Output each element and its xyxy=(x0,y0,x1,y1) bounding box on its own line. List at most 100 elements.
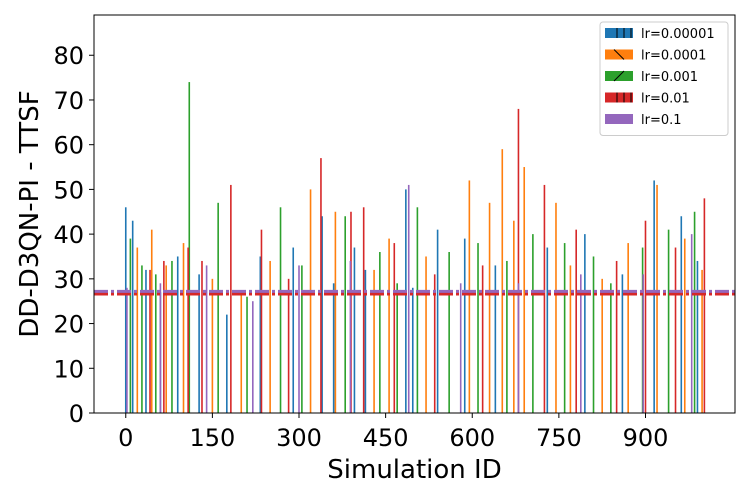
bar-lr=0.001-13 xyxy=(448,252,450,413)
legend-swatch-lr=0.1 xyxy=(605,114,633,124)
bar-lr=0.00001-12 xyxy=(364,269,367,413)
bar-lr=0.01-0 xyxy=(149,269,151,413)
y-tick-label-30: 30 xyxy=(53,266,84,294)
bar-lr=0.1-0 xyxy=(126,287,128,413)
bar-lr=0.01-15 xyxy=(575,229,577,413)
bar-lr=0.1-7 xyxy=(459,283,462,413)
y-tick-label-60: 60 xyxy=(53,132,84,160)
bar-lr=0.00001-13 xyxy=(405,189,407,413)
bar-lr=0.0001-14 xyxy=(501,149,504,413)
bar-lr=0.1-3 xyxy=(252,301,254,413)
bar-lr=0.1-10 xyxy=(642,274,644,413)
bar-lr=0.00001-22 xyxy=(680,216,683,413)
legend-label-lr=0.00001: lr=0.00001 xyxy=(641,27,715,42)
bar-lr=0.01-3 xyxy=(201,260,203,413)
bar-lr=0.0001-23 xyxy=(701,269,703,413)
legend-swatch-lr=0.01 xyxy=(605,92,633,103)
bar-lr=0.001-11 xyxy=(396,283,398,413)
y-tick-label-70: 70 xyxy=(53,87,84,115)
bar-lr=0.0001-10 xyxy=(388,238,390,413)
bar-lr=0.1-8 xyxy=(517,283,520,413)
bar-lr=0.001-17 xyxy=(563,243,566,413)
bar-lr=0.001-1 xyxy=(141,265,143,413)
y-axis: 0 10 20 30 40 50 60 70 80 xyxy=(53,42,94,428)
bar-lr=0.0001-22 xyxy=(683,238,686,413)
bar-lr=0.0001-16 xyxy=(523,167,526,413)
bar-lr=0.01-1 xyxy=(163,260,165,413)
y-tick-label-50: 50 xyxy=(53,176,84,204)
x-tick-label-900: 900 xyxy=(623,424,669,452)
bar-lr=0.001-2 xyxy=(154,274,157,413)
y-tick-label-80: 80 xyxy=(53,42,84,70)
x-tick-label-600: 600 xyxy=(449,424,495,452)
bar-lr=0.00001-14 xyxy=(411,287,414,413)
plot-frame xyxy=(93,14,736,414)
bar-lr=0.01-12 xyxy=(481,265,484,413)
legend-label-lr=0.01: lr=0.01 xyxy=(641,92,690,107)
bar-lr=0.0001-7 xyxy=(309,189,312,413)
bar-lr=0.0001-2 xyxy=(165,265,167,413)
bar-lr=0.01-14 xyxy=(543,184,546,413)
bar-lr=0.00001-6 xyxy=(226,314,228,413)
bar-lr=0.0001-6 xyxy=(269,260,271,413)
bar-lr=0.00001-10 xyxy=(332,283,335,413)
bar-lr=0.00001-5 xyxy=(198,274,200,413)
bar-lr=0.0001-13 xyxy=(488,202,491,413)
legend-hatch xyxy=(613,49,625,60)
bar-lr=0.0001-9 xyxy=(373,269,375,413)
legend-label-lr=0.0001: lr=0.0001 xyxy=(641,49,706,64)
x-tick-label-450: 450 xyxy=(363,424,409,452)
bar-lr=0.01-9 xyxy=(362,207,365,413)
bar-lr=0.1-6 xyxy=(407,184,410,413)
y-tick-label-10: 10 xyxy=(53,355,84,383)
bar-lr=0.01-7 xyxy=(320,158,322,413)
bar-lr=0.1-11 xyxy=(690,234,693,413)
x-axis: 0 150 300 450 600 750 900 xyxy=(118,413,668,452)
bar-lr=0.0001-5 xyxy=(240,292,243,413)
x-axis-title: Simulation ID xyxy=(327,455,501,485)
mean-lines-layer xyxy=(94,289,735,296)
x-tick-label-300: 300 xyxy=(276,424,322,452)
bar-lr=0.0001-11 xyxy=(425,256,427,413)
legend: lr=0.00001 lr=0.0001 lr=0.001 lr=0.01 lr=0.1 xyxy=(599,21,729,136)
bar-lr=0.001-15 xyxy=(506,260,508,413)
bar-lr=0.00001-11 xyxy=(353,247,356,413)
bar-lr=0.00001-20 xyxy=(621,274,624,413)
legend-hatch xyxy=(613,70,625,82)
x-tick-label-0: 0 xyxy=(118,424,133,452)
bar-lr=0.001-16 xyxy=(532,234,534,413)
bar-lr=0.00001-19 xyxy=(584,234,586,413)
bar-lr=0.001-22 xyxy=(693,211,696,413)
bar-lr=0.01-19 xyxy=(703,198,706,413)
bar-lr=0.0001-4 xyxy=(211,278,214,413)
bar-lr=0.00001-16 xyxy=(463,238,466,413)
legend-swatch-lr=0.00001 xyxy=(605,28,633,38)
bar-lr=0.001-18 xyxy=(592,256,595,413)
bar-lr=0.001-10 xyxy=(379,252,381,413)
bar-lr=0.01-11 xyxy=(433,274,436,413)
bar-lr=0.001-6 xyxy=(246,296,248,413)
bar-lr=0.00001-4 xyxy=(176,256,179,413)
bar-lr=0.00001-7 xyxy=(259,256,262,413)
bar-lr=0.1-2 xyxy=(205,265,208,413)
bar-lr=0.001-4 xyxy=(188,82,191,413)
bar-lr=0.0001-12 xyxy=(468,180,471,413)
bar-lr=0.00001-15 xyxy=(436,229,439,413)
bar-lr=0.01-6 xyxy=(287,278,290,413)
bar-lr=0.01-10 xyxy=(393,243,396,413)
bar-lr=0.01-18 xyxy=(674,247,677,413)
bar-lr=0.001-7 xyxy=(279,207,282,413)
bar-lr=0.01-2 xyxy=(187,247,189,413)
bars-layer xyxy=(124,82,706,413)
bar-lr=0.00001-2 xyxy=(145,269,147,413)
x-tick-label-150: 150 xyxy=(189,424,235,452)
bar-lr=0.0001-20 xyxy=(627,243,629,413)
bar-lr=0.00001-21 xyxy=(653,180,655,413)
bar-lr=0.001-5 xyxy=(217,202,219,413)
bar-lr=0.001-12 xyxy=(416,207,419,413)
bar-lr=0.0001-3 xyxy=(182,243,185,413)
bar-lr=0.00001-9 xyxy=(321,216,323,413)
y-axis-title: DD-D3QN-PI - TTSF xyxy=(15,90,45,337)
bar-lr=0.00001-8 xyxy=(292,247,295,413)
